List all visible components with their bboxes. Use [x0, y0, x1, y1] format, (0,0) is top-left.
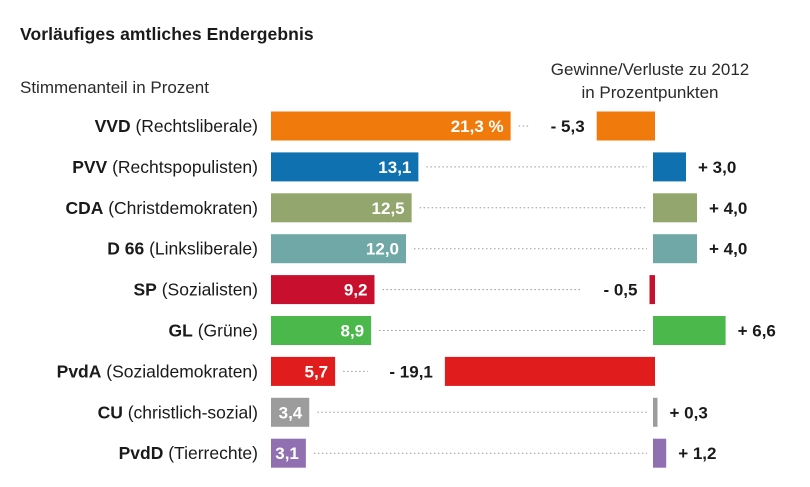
party-label-d66: D 66 (Linksliberale) — [107, 239, 258, 259]
vote-bar-sp — [271, 275, 375, 305]
vote-bar-pvdd — [271, 438, 306, 468]
change-bar-pvdd — [653, 438, 667, 468]
party-label-cu: CU (christlich-sozial) — [98, 402, 258, 422]
vote-share-header: Stimmenanteil in Prozent — [20, 78, 209, 97]
change-value-sp: - 0,5 — [603, 281, 637, 300]
change-value-vvd: - 5,3 — [551, 117, 585, 136]
change-bar-cda — [653, 193, 697, 223]
change-value-pvdd: + 1,2 — [678, 444, 716, 463]
chart-title: Vorläufiges amtliches Endergebnis — [20, 24, 314, 44]
vote-value-vvd: 21,3 % — [451, 117, 504, 136]
change-bar-sp — [649, 275, 655, 305]
party-label-sp: SP (Sozialisten) — [133, 280, 258, 300]
change-value-pvv: + 3,0 — [698, 158, 736, 177]
change-header-line-2: in Prozentpunkten — [581, 83, 719, 102]
vote-value-pvdd: 3,1 — [275, 444, 299, 463]
change-header: Gewinne/Verluste zu 2012 in Prozentpunkt… — [500, 58, 800, 104]
change-value-d66: + 4,0 — [709, 240, 747, 259]
vote-value-d66: 12,0 — [366, 240, 399, 259]
vote-value-pvv: 13,1 — [378, 158, 411, 177]
vote-value-cda: 12,5 — [372, 199, 405, 218]
change-bar-vvd — [596, 111, 655, 141]
vote-value-cu: 3,4 — [279, 403, 303, 422]
vote-value-sp: 9,2 — [344, 281, 368, 300]
change-header-line-1: Gewinne/Verluste zu 2012 — [550, 60, 750, 79]
party-label-vvd: VVD (Rechtsliberale) — [95, 116, 258, 136]
vote-value-gl: 8,9 — [340, 322, 364, 341]
vote-value-pvda: 5,7 — [304, 362, 328, 381]
vote-bar-cda — [271, 193, 412, 223]
party-label-pvv: PVV (Rechtspopulisten) — [72, 157, 258, 177]
change-value-cda: + 4,0 — [709, 199, 747, 218]
vote-bar-d66 — [271, 234, 406, 264]
change-value-gl: + 6,6 — [738, 322, 776, 341]
change-bar-cu — [653, 397, 658, 427]
party-label-gl: GL (Grüne) — [169, 321, 258, 341]
vote-bar-vvd — [271, 111, 511, 141]
change-value-pvda: - 19,1 — [389, 362, 432, 381]
vote-bar-pvda — [271, 356, 336, 386]
change-bar-gl — [653, 316, 726, 345]
vote-bar-gl — [271, 316, 372, 345]
change-value-cu: + 0,3 — [670, 403, 708, 422]
change-bar-pvv — [653, 152, 686, 182]
change-bar-d66 — [653, 234, 697, 264]
party-label-pvda: PvdA (Sozialdemokraten) — [57, 361, 258, 381]
change-bar-pvda — [444, 356, 655, 386]
vote-bar-cu — [271, 397, 310, 427]
vote-bar-pvv — [271, 152, 419, 182]
party-label-pvdd: PvdD (Tierrechte) — [119, 443, 258, 463]
party-label-cda: CDA (Christdemokraten) — [65, 198, 258, 218]
